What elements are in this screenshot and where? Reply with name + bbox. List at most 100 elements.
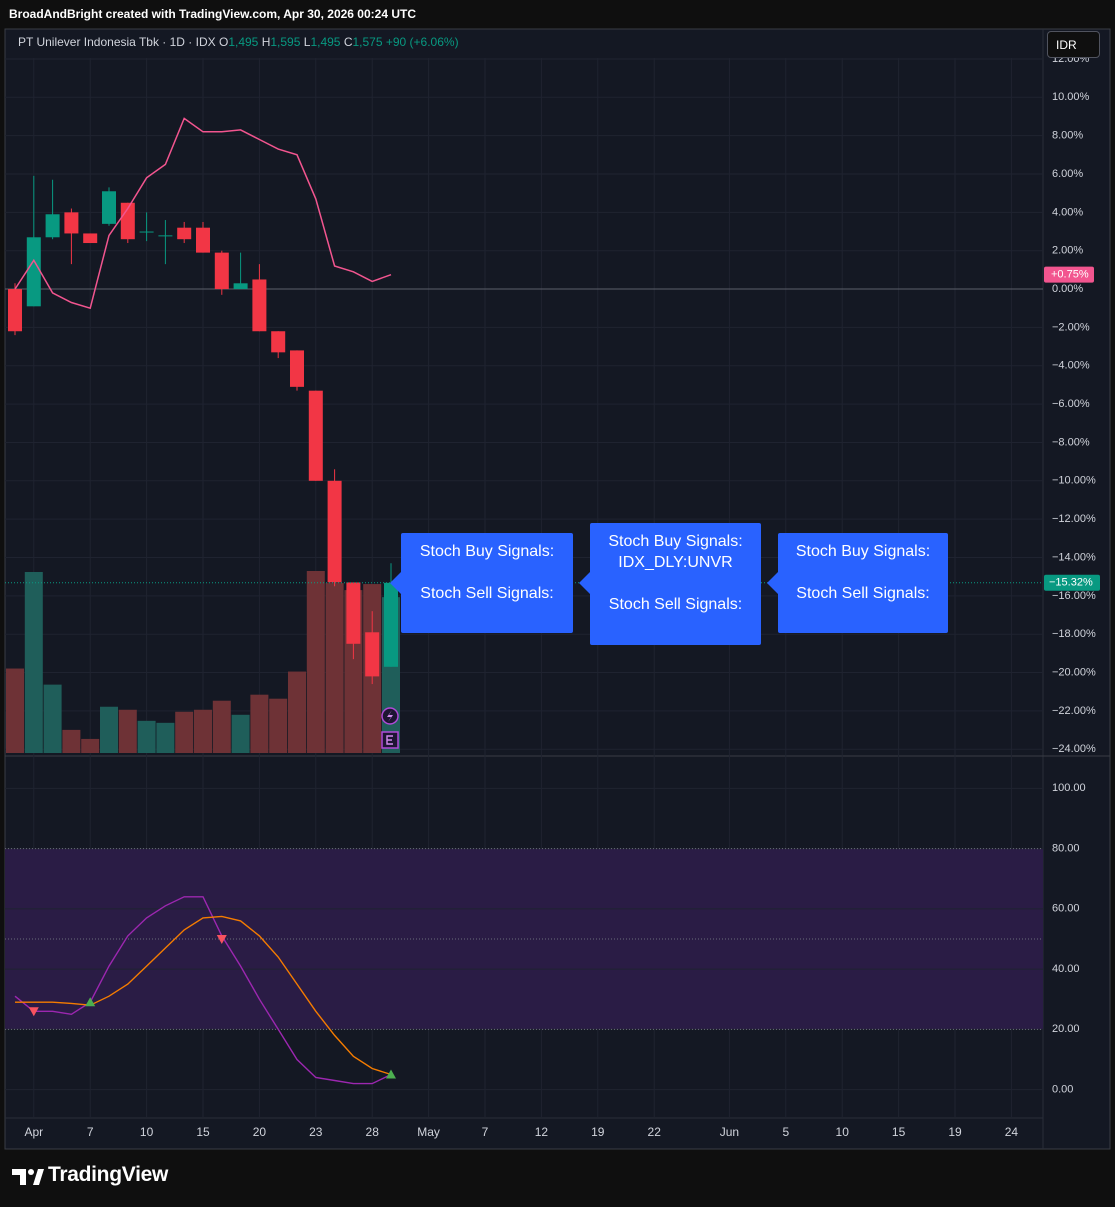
buy-signal (386, 1069, 396, 1079)
x-tick-label: 23 (309, 1125, 323, 1139)
volume-bar (288, 671, 306, 753)
stoch-line (14, 896, 392, 1085)
symbol: PT Unilever Indonesia Tbk · 1D · IDX (18, 35, 216, 49)
y-tick-label: −12.00% (1052, 513, 1096, 525)
x-tick-label: 10 (836, 1125, 850, 1139)
y-tick-label: −10.00% (1052, 475, 1096, 487)
price-badge (1044, 574, 1100, 591)
candle-body (346, 582, 361, 644)
change: +90 (+6.06%) (385, 35, 459, 49)
credit: BroadAndBright created with TradingView.… (9, 7, 416, 21)
logo-mark (12, 1169, 44, 1185)
y-tick-label: −20.00% (1052, 666, 1096, 678)
ohlc-key: C (343, 35, 353, 49)
x-tick-label: 15 (196, 1125, 210, 1139)
volume-bar (62, 729, 81, 753)
price-badge-label: −15.32% (1049, 577, 1093, 589)
label-text: Stoch Buy Signals: (608, 533, 742, 550)
label-pointer (767, 572, 778, 594)
label-box (590, 523, 761, 645)
volume-bar (269, 698, 288, 753)
candle-body (233, 283, 248, 290)
candle-body (139, 231, 154, 233)
compare-badge-label: +0.75% (1051, 269, 1089, 281)
y-tick-label: 60.00 (1052, 903, 1080, 915)
event-icons (381, 707, 399, 749)
ohlc-value: 1,595 (270, 35, 301, 49)
volume-bar (43, 684, 62, 753)
y-tick-label: −18.00% (1052, 628, 1096, 640)
y-tick-label: −24.00% (1052, 743, 1096, 755)
label-box (401, 533, 573, 633)
volume-bar (175, 711, 194, 753)
label-pointer (390, 572, 401, 594)
logo-shape (12, 1169, 26, 1185)
x-tick-label: 19 (591, 1125, 605, 1139)
logo-dot (28, 1169, 34, 1175)
volume-bar (156, 722, 175, 753)
candle-body (384, 582, 398, 667)
x-tick-label: Jun (720, 1125, 739, 1139)
y-tick-label: −6.00% (1052, 398, 1090, 410)
volume-bar (100, 706, 118, 753)
y-tick-label: −14.00% (1052, 551, 1096, 563)
ohlc-key: L (303, 35, 311, 49)
y-tick-label: 10.00% (1052, 91, 1090, 103)
y-tick-label: 4.00% (1052, 206, 1083, 218)
candle-body (327, 480, 342, 583)
y-tick-label: −2.00% (1052, 321, 1090, 333)
candle-body (214, 252, 229, 290)
label-pointer (579, 572, 590, 594)
candle-body (26, 237, 41, 307)
buy-signal (85, 997, 96, 1007)
x-tick-label: 22 (648, 1125, 662, 1139)
logo-text: TradingView (48, 1163, 169, 1186)
label-text: Stoch Sell Signals: (796, 585, 929, 602)
y-tick-label: 0.00% (1052, 283, 1083, 295)
label-text: Stoch Sell Signals: (609, 596, 742, 613)
volume-bar (81, 738, 100, 753)
sell-signal (28, 1007, 39, 1017)
stoch-line (15, 915, 392, 1076)
candle-body (177, 227, 192, 240)
x-tick-label: May (417, 1125, 440, 1139)
x-tick-label: 20 (253, 1125, 267, 1139)
volume-bar (250, 694, 269, 753)
y-tick-label: 8.00% (1052, 130, 1083, 142)
x-tick-label: 19 (948, 1125, 962, 1139)
earnings-letter (386, 735, 393, 745)
label-box (778, 533, 948, 633)
ohlc-key: H (261, 35, 271, 49)
candle-body (83, 233, 98, 244)
y-tick-label: 20.00 (1052, 1023, 1080, 1035)
compare-line (14, 117, 392, 310)
symbol-legend: PT Unilever Indonesia Tbk · 1D · IDX O 1,… (18, 35, 459, 49)
volume-bar (306, 571, 325, 753)
label-text: Stoch Sell Signals: (420, 585, 553, 602)
layers: Apr71015202328May7121922Jun51015192412.0… (5, 53, 1100, 1139)
label-text: Stoch Buy Signals: (796, 543, 930, 560)
y-tick-label: 100.00 (1052, 782, 1086, 794)
sell-signal (216, 934, 227, 944)
candle-body (8, 289, 22, 332)
candle-body (271, 331, 286, 353)
y-tick-label: −4.00% (1052, 360, 1090, 372)
y-tick-label: 6.00% (1052, 168, 1083, 180)
currency-button[interactable]: IDR (1047, 31, 1100, 58)
candle-body (252, 279, 267, 332)
volume-bar (137, 720, 156, 753)
label-text: Stoch Buy Signals: (420, 543, 554, 560)
y-tick-label: 2.00% (1052, 245, 1083, 257)
candle-body (365, 632, 380, 677)
candle-body (308, 390, 323, 481)
ohlc-value: 1,495 (310, 35, 341, 49)
compare-badge (1044, 266, 1094, 283)
candle-body (158, 235, 173, 237)
x-tick-label: 10 (140, 1125, 154, 1139)
volume-bar (6, 668, 24, 753)
x-tick-label: 24 (1005, 1125, 1019, 1139)
ohlc-key: O (218, 35, 229, 49)
volume-bar (212, 700, 231, 753)
